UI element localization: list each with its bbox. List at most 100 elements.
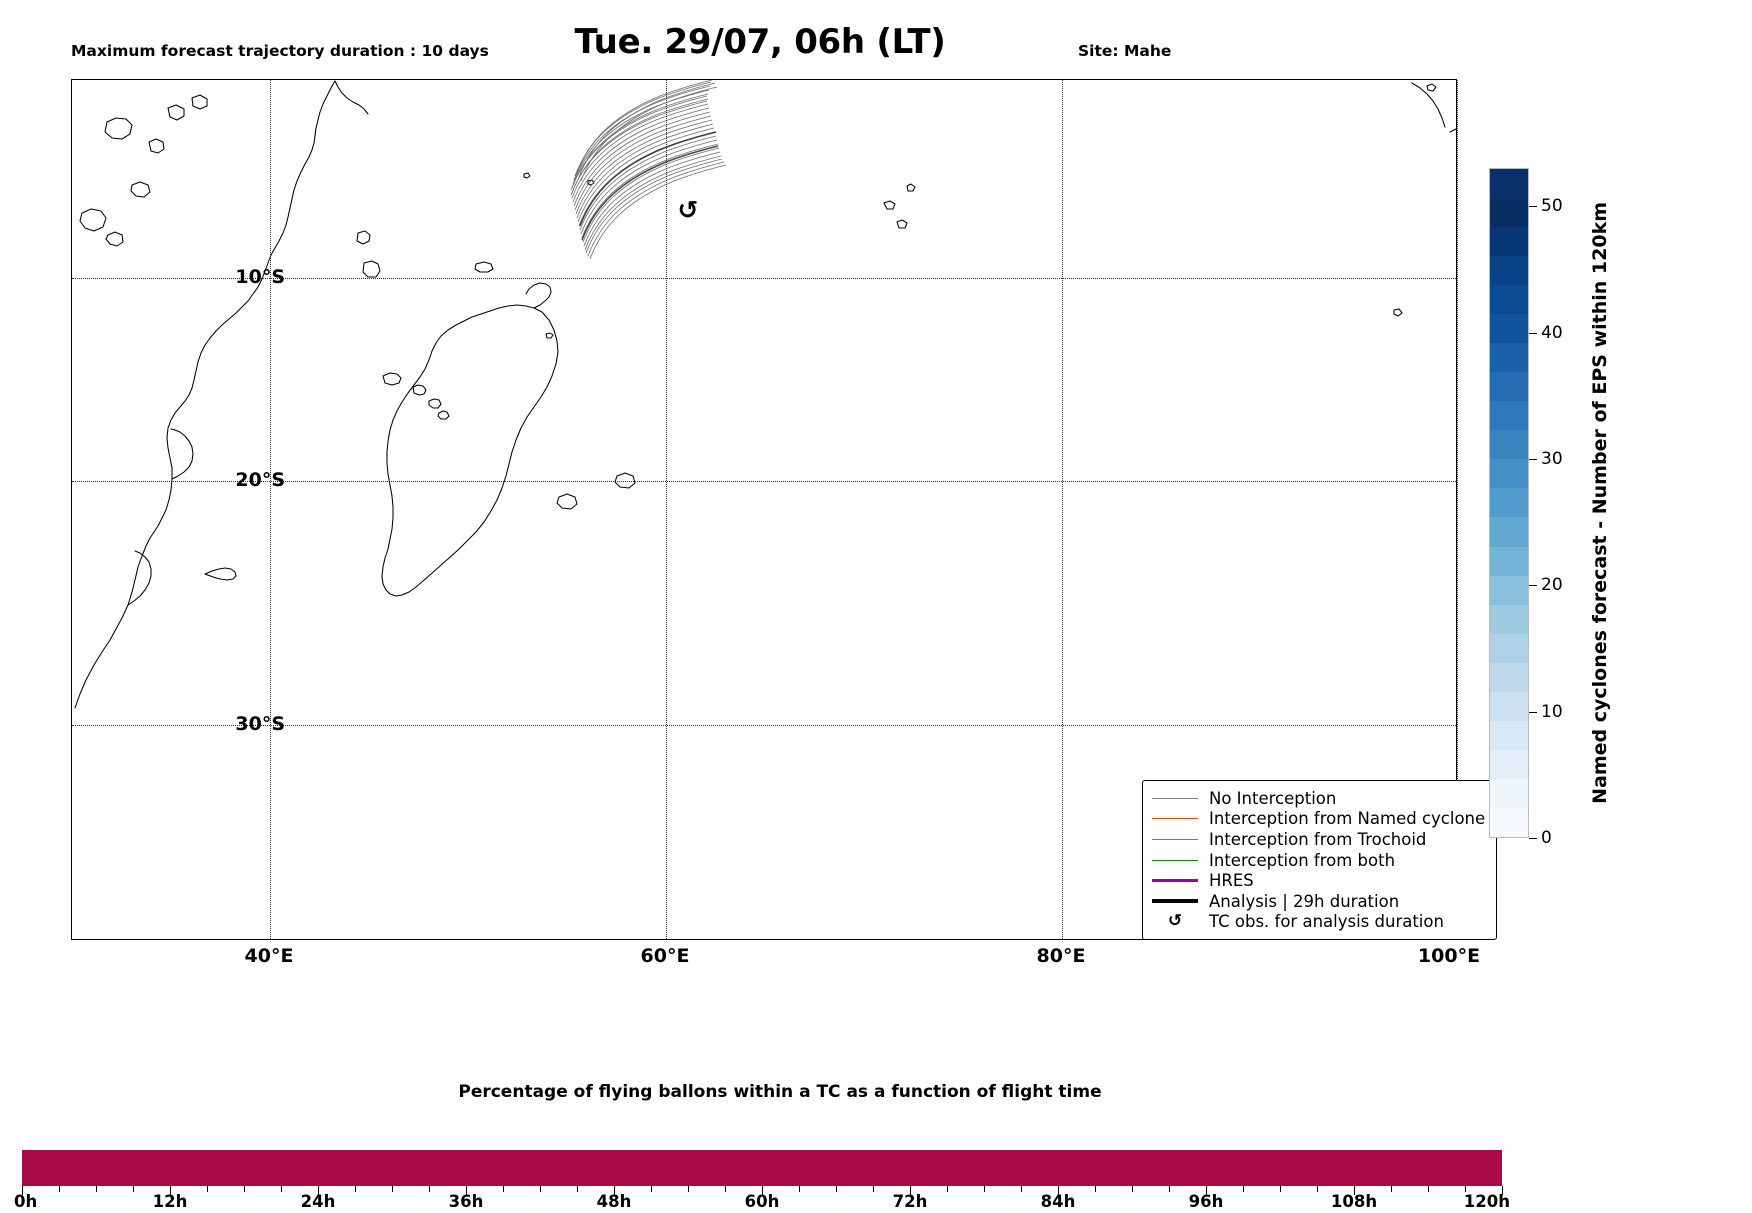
flight-ticklabel-120h: 120h <box>1463 1192 1510 1211</box>
colorbar-ticklabel-30: 30 <box>1541 448 1563 469</box>
flight-tick-96h <box>1206 1186 1207 1195</box>
colorbar-band-2 <box>1490 749 1528 779</box>
flight-tick-33h <box>429 1186 430 1192</box>
xtick-label-80E: 80°E <box>1036 945 1086 967</box>
colorbar-band-22 <box>1490 168 1528 198</box>
legend-item-tc-obs[interactable]: ↺ TC obs. for analysis duration <box>1152 912 1485 933</box>
flight-tick-15h <box>207 1186 208 1192</box>
flight-ticklabel-96h: 96h <box>1188 1192 1224 1211</box>
colorbar-band-0 <box>1490 807 1528 837</box>
legend-label-hres: HRES <box>1209 871 1254 891</box>
colorbar-tick-40 <box>1529 332 1537 334</box>
colorbar-tick-10 <box>1529 711 1537 713</box>
legend-label-named-cyclone: Interception from Named cyclone <box>1209 809 1486 829</box>
flight-ticklabel-108h: 108h <box>1330 1192 1378 1211</box>
xtick-label-60E: 60°E <box>640 945 690 967</box>
ytick-label-10S: 10°S <box>235 266 285 288</box>
flight-ticklabel-24h: 24h <box>300 1192 336 1211</box>
flight-tick-72h <box>910 1186 911 1195</box>
flight-tick-18h <box>244 1186 245 1192</box>
flight-tick-75h <box>947 1186 948 1192</box>
flight-tick-45h <box>577 1186 578 1192</box>
colorbar-tick-20 <box>1529 585 1537 587</box>
colorbar-title: Named cyclones forecast - Number of EPS … <box>1586 168 1614 838</box>
flight-tick-24h <box>318 1186 319 1195</box>
flight-tick-39h <box>503 1186 504 1192</box>
flight-tick-63h <box>799 1186 800 1192</box>
flight-tick-81h <box>1021 1186 1022 1192</box>
legend-item-trochoid[interactable]: Interception from Trochoid <box>1152 829 1485 850</box>
colorbar-band-16 <box>1490 343 1528 373</box>
colorbar-band-10 <box>1490 517 1528 547</box>
flight-tick-36h <box>466 1186 467 1195</box>
colorbar-band-7 <box>1490 604 1528 634</box>
flight-ticklabel-60h: 60h <box>744 1192 780 1211</box>
flight-tick-78h <box>984 1186 985 1192</box>
legend-label-tc-obs: TC obs. for analysis duration <box>1209 912 1444 932</box>
flight-tick-21h <box>281 1186 282 1192</box>
tc-observation-marker[interactable]: ↺ <box>678 198 699 223</box>
map-legend[interactable]: No Interception Interception from Named … <box>1142 780 1498 941</box>
flight-tick-57h <box>725 1186 726 1192</box>
colorbar-ticklabel-50: 50 <box>1541 196 1563 217</box>
header-left-line-0: Maximum forecast trajectory duration : 1… <box>71 41 489 60</box>
flight-tick-84h <box>1058 1186 1059 1195</box>
tc-marker-glyph: ↺ <box>677 195 699 225</box>
colorbar-tick-50 <box>1529 206 1537 208</box>
flight-tick-51h <box>651 1186 652 1192</box>
legend-swatch-trochoid <box>1152 838 1198 840</box>
flight-tick-117h <box>1465 1186 1466 1192</box>
coastline-layer <box>74 80 1456 709</box>
colorbar-band-3 <box>1490 720 1528 750</box>
xtick-label-40E: 40°E <box>244 945 294 967</box>
flight-tick-27h <box>355 1186 356 1192</box>
colorbar-ticklabel-20: 20 <box>1541 575 1563 596</box>
flight-ticklabel-36h: 36h <box>448 1192 484 1211</box>
legend-item-no-interception[interactable]: No Interception <box>1152 788 1485 809</box>
legend-swatch-hres <box>1152 879 1198 883</box>
flight-time-axes[interactable] <box>22 1150 1503 1195</box>
colorbar-band-18 <box>1490 285 1528 315</box>
flight-tick-66h <box>836 1186 837 1192</box>
flight-bar-title: Percentage of flying ballons within a TC… <box>458 1082 1102 1102</box>
colorbar-tick-0 <box>1529 838 1537 839</box>
flight-ticklabel-0h: 0h <box>14 1192 38 1211</box>
flight-bar-fill <box>22 1150 1502 1186</box>
flight-tick-60h <box>762 1186 763 1195</box>
colorbar-band-4 <box>1490 691 1528 721</box>
flight-tick-48h <box>614 1186 615 1195</box>
legend-item-hres[interactable]: HRES <box>1152 870 1485 891</box>
colorbar[interactable]: 0 10 20 30 40 50 <box>1489 168 1563 848</box>
colorbar-band-17 <box>1490 314 1528 344</box>
legend-item-named-cyclone[interactable]: Interception from Named cyclone <box>1152 809 1485 830</box>
flight-tick-42h <box>540 1186 541 1192</box>
colorbar-tick-30 <box>1529 458 1537 460</box>
flight-tick-30h <box>392 1186 393 1192</box>
colorbar-band-1 <box>1490 778 1528 808</box>
cyclone-icon: ↺ <box>1167 911 1183 932</box>
flight-tick-54h <box>688 1186 689 1192</box>
legend-item-both[interactable]: Interception from both <box>1152 850 1485 871</box>
legend-item-analysis[interactable]: Analysis | 29h duration <box>1152 891 1485 912</box>
colorbar-ticklabel-10: 10 <box>1541 701 1563 722</box>
flight-tick-120h <box>1502 1186 1503 1195</box>
flight-tick-114h <box>1428 1186 1429 1192</box>
map-axes[interactable]: ↺ No Interception Interception from Name… <box>71 79 1498 941</box>
flight-ticklabel-48h: 48h <box>596 1192 632 1211</box>
flight-tick-69h <box>873 1186 874 1192</box>
legend-swatch-no-interception <box>1152 797 1198 799</box>
flight-tick-102h <box>1280 1186 1281 1192</box>
legend-swatch-both <box>1152 859 1198 861</box>
trajectory-bundle-layer <box>570 80 727 260</box>
flight-ticklabel-84h: 84h <box>1040 1192 1076 1211</box>
legend-swatch-named-cyclone <box>1152 818 1198 820</box>
colorbar-band-21 <box>1490 197 1528 228</box>
colorbar-band-5 <box>1490 662 1528 692</box>
ytick-label-30S: 30°S <box>235 713 285 735</box>
flight-tick-87h <box>1095 1186 1096 1192</box>
colorbar-band-11 <box>1490 488 1528 518</box>
flight-tick-3h <box>59 1186 60 1192</box>
flight-ticklabel-12h: 12h <box>152 1192 188 1211</box>
header-site: Site: Mahe <box>1078 41 1172 60</box>
colorbar-title-text: Named cyclones forecast - Number of EPS … <box>1589 202 1611 804</box>
